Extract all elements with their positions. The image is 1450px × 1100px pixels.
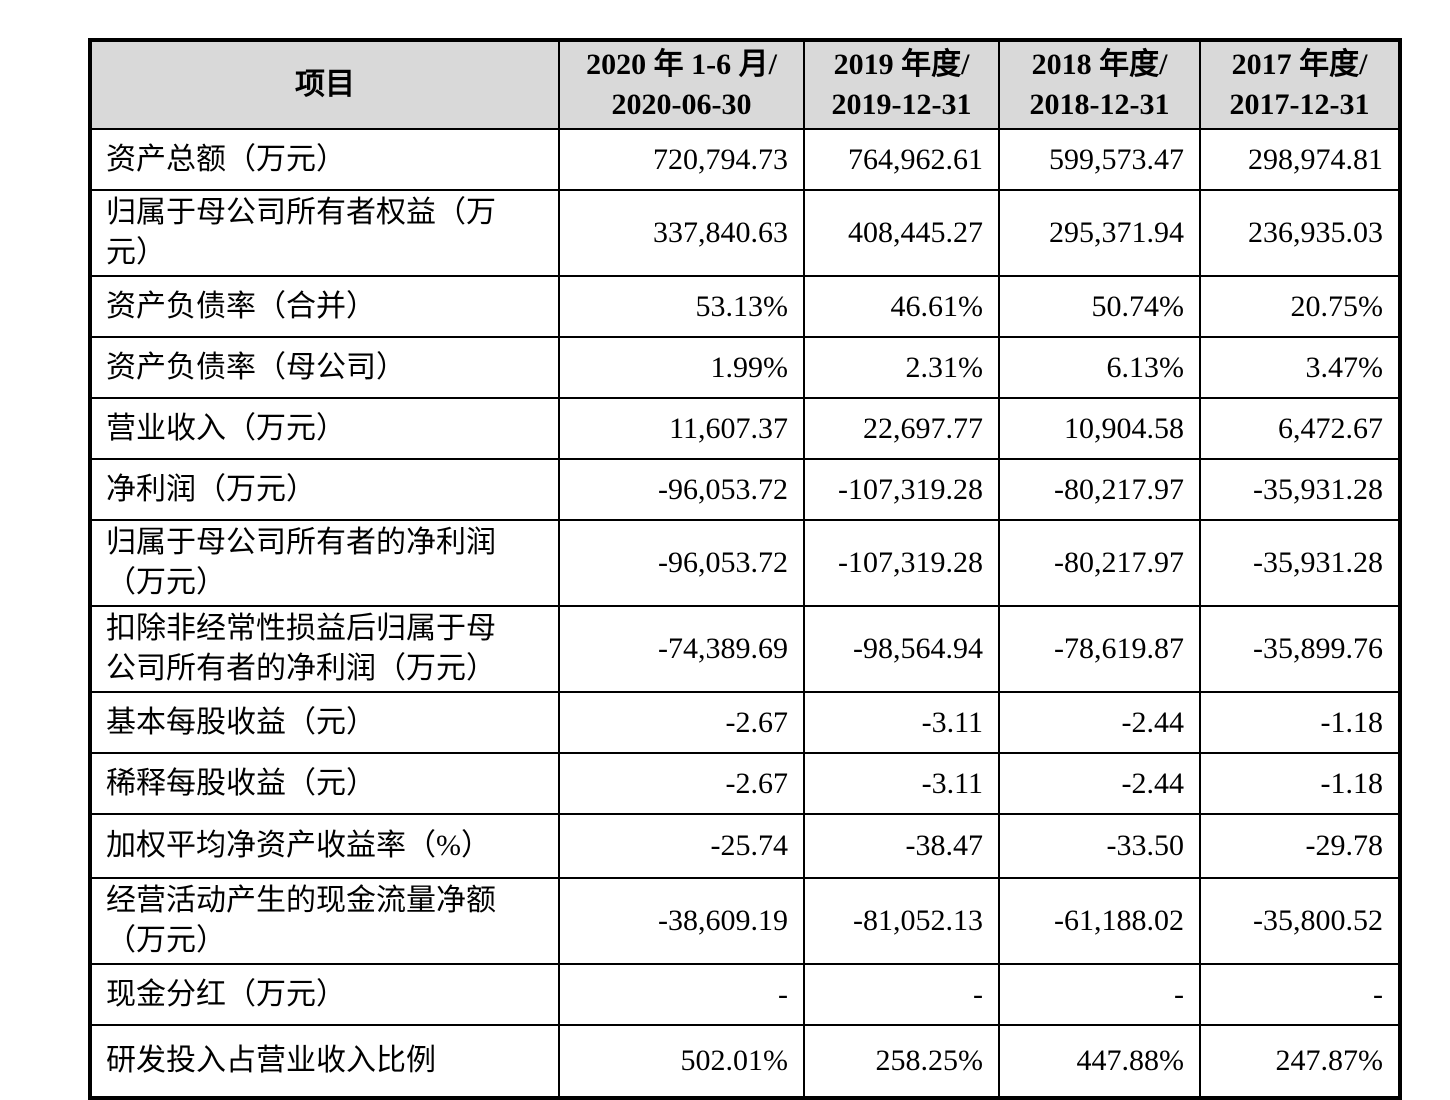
value-cell: 764,962.61 — [803, 128, 1000, 191]
value-cell: -81,052.13 — [803, 877, 1000, 965]
row-label: 营业收入（万元） — [89, 397, 560, 460]
value-cell: -1.18 — [1199, 752, 1401, 815]
value-cell: -78,619.87 — [998, 605, 1201, 693]
value-cell: 6,472.67 — [1199, 397, 1401, 460]
value-cell: -2.67 — [558, 752, 805, 815]
value-cell: - — [1199, 963, 1401, 1026]
value-cell: 408,445.27 — [803, 189, 1000, 277]
value-cell: -2.67 — [558, 691, 805, 754]
table-row-operating-cash-flow: 经营活动产生的现金流量净额 （万元） -38,609.19 -81,052.13… — [89, 877, 1401, 965]
value-cell: 298,974.81 — [1199, 128, 1401, 191]
value-cell: - — [998, 963, 1201, 1026]
table-row-parent-equity: 归属于母公司所有者权益（万 元） 337,840.63 408,445.27 2… — [89, 189, 1401, 277]
row-label: 资产总额（万元） — [89, 128, 560, 191]
value-cell: -35,899.76 — [1199, 605, 1401, 693]
value-cell: -96,053.72 — [558, 458, 805, 521]
value-cell: 447.88% — [998, 1024, 1201, 1099]
financial-summary-table: 项目 2020 年 1-6 月/ 2020-06-30 2019 年度/ 201… — [88, 38, 1402, 1100]
table-row-diluted-eps: 稀释每股收益（元） -2.67 -3.11 -2.44 -1.18 — [89, 752, 1401, 815]
value-cell: -35,931.28 — [1199, 519, 1401, 607]
value-cell: - — [558, 963, 805, 1026]
row-label: 扣除非经常性损益后归属于母 公司所有者的净利润（万元） — [89, 605, 560, 693]
value-cell: -35,800.52 — [1199, 877, 1401, 965]
value-cell: 46.61% — [803, 275, 1000, 338]
value-cell: -29.78 — [1199, 813, 1401, 879]
row-label: 研发投入占营业收入比例 — [89, 1024, 560, 1099]
value-cell: -38.47 — [803, 813, 1000, 879]
value-cell: 236,935.03 — [1199, 189, 1401, 277]
value-cell: -1.18 — [1199, 691, 1401, 754]
value-cell: -38,609.19 — [558, 877, 805, 965]
value-cell: 502.01% — [558, 1024, 805, 1099]
value-cell: -96,053.72 — [558, 519, 805, 607]
table-row-rd-ratio: 研发投入占营业收入比例 502.01% 258.25% 447.88% 247.… — [89, 1024, 1401, 1099]
value-cell: -2.44 — [998, 752, 1201, 815]
value-cell: 295,371.94 — [998, 189, 1201, 277]
header-cell-2017: 2017 年度/ 2017-12-31 — [1199, 39, 1401, 130]
row-label: 归属于母公司所有者权益（万 元） — [89, 189, 560, 277]
value-cell: -80,217.97 — [998, 519, 1201, 607]
value-cell: 2.31% — [803, 336, 1000, 399]
table-row-net-profit-excl-nonrecurring: 扣除非经常性损益后归属于母 公司所有者的净利润（万元） -74,389.69 -… — [89, 605, 1401, 693]
value-cell: - — [803, 963, 1000, 1026]
table-row-basic-eps: 基本每股收益（元） -2.67 -3.11 -2.44 -1.18 — [89, 691, 1401, 754]
value-cell: 337,840.63 — [558, 189, 805, 277]
table-row-net-profit-parent: 归属于母公司所有者的净利润 （万元） -96,053.72 -107,319.2… — [89, 519, 1401, 607]
value-cell: 10,904.58 — [998, 397, 1201, 460]
row-label: 归属于母公司所有者的净利润 （万元） — [89, 519, 560, 607]
header-cell-2019: 2019 年度/ 2019-12-31 — [803, 39, 1000, 130]
row-label: 基本每股收益（元） — [89, 691, 560, 754]
row-label: 现金分红（万元） — [89, 963, 560, 1026]
value-cell: 3.47% — [1199, 336, 1401, 399]
table-row-debt-ratio-parent: 资产负债率（母公司） 1.99% 2.31% 6.13% 3.47% — [89, 336, 1401, 399]
table-row-weighted-avg-roe: 加权平均净资产收益率（%） -25.74 -38.47 -33.50 -29.7… — [89, 813, 1401, 879]
value-cell: -2.44 — [998, 691, 1201, 754]
header-cell-item: 项目 — [89, 39, 560, 130]
value-cell: 1.99% — [558, 336, 805, 399]
table-header-row: 项目 2020 年 1-6 月/ 2020-06-30 2019 年度/ 201… — [89, 39, 1401, 130]
value-cell: 22,697.77 — [803, 397, 1000, 460]
value-cell: 6.13% — [998, 336, 1201, 399]
header-cell-2020: 2020 年 1-6 月/ 2020-06-30 — [558, 39, 805, 130]
value-cell: -107,319.28 — [803, 458, 1000, 521]
value-cell: 720,794.73 — [558, 128, 805, 191]
value-cell: -98,564.94 — [803, 605, 1000, 693]
value-cell: 20.75% — [1199, 275, 1401, 338]
table-row-operating-revenue: 营业收入（万元） 11,607.37 22,697.77 10,904.58 6… — [89, 397, 1401, 460]
value-cell: -25.74 — [558, 813, 805, 879]
row-label: 稀释每股收益（元） — [89, 752, 560, 815]
row-label: 资产负债率（母公司） — [89, 336, 560, 399]
value-cell: 11,607.37 — [558, 397, 805, 460]
table-row-net-profit: 净利润（万元） -96,053.72 -107,319.28 -80,217.9… — [89, 458, 1401, 521]
value-cell: -80,217.97 — [998, 458, 1201, 521]
value-cell: -35,931.28 — [1199, 458, 1401, 521]
financial-summary-table-wrap: 项目 2020 年 1-6 月/ 2020-06-30 2019 年度/ 201… — [88, 38, 1402, 1100]
value-cell: 247.87% — [1199, 1024, 1401, 1099]
header-cell-2018: 2018 年度/ 2018-12-31 — [998, 39, 1201, 130]
table-row-total-assets: 资产总额（万元） 720,794.73 764,962.61 599,573.4… — [89, 128, 1401, 191]
value-cell: 50.74% — [998, 275, 1201, 338]
value-cell: -61,188.02 — [998, 877, 1201, 965]
table-row-cash-dividend: 现金分红（万元） - - - - — [89, 963, 1401, 1026]
table-row-debt-ratio-consolidated: 资产负债率（合并） 53.13% 46.61% 50.74% 20.75% — [89, 275, 1401, 338]
value-cell: 258.25% — [803, 1024, 1000, 1099]
row-label: 净利润（万元） — [89, 458, 560, 521]
value-cell: -33.50 — [998, 813, 1201, 879]
value-cell: 599,573.47 — [998, 128, 1201, 191]
value-cell: 53.13% — [558, 275, 805, 338]
value-cell: -3.11 — [803, 752, 1000, 815]
row-label: 资产负债率（合并） — [89, 275, 560, 338]
row-label: 经营活动产生的现金流量净额 （万元） — [89, 877, 560, 965]
row-label: 加权平均净资产收益率（%） — [89, 813, 560, 879]
value-cell: -107,319.28 — [803, 519, 1000, 607]
value-cell: -3.11 — [803, 691, 1000, 754]
value-cell: -74,389.69 — [558, 605, 805, 693]
